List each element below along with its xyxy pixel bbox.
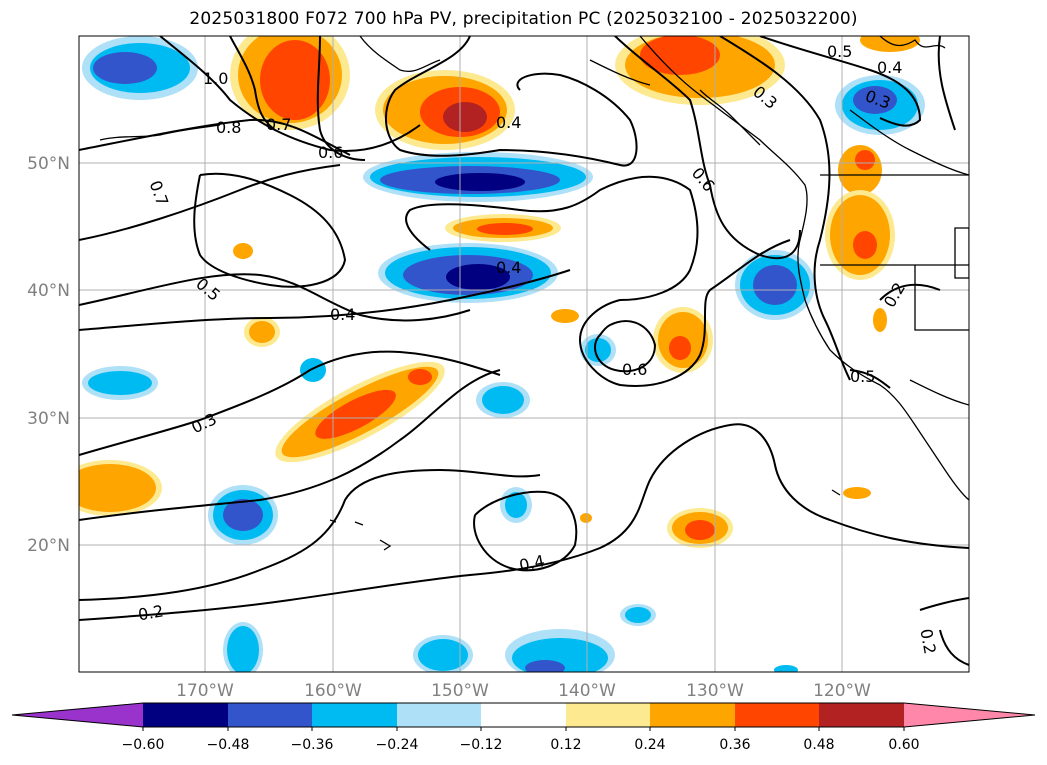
- colorbar-label: −0.60: [122, 737, 165, 753]
- positive-anomaly-region: [443, 102, 487, 132]
- contour-label: 0.6: [318, 143, 343, 162]
- positive-anomaly-region: [860, 36, 920, 52]
- colorbar-extend-min: [12, 703, 143, 727]
- colorbar-segment: [312, 703, 397, 727]
- contour-label: 0.4: [496, 258, 521, 277]
- positive-anomaly-region: [853, 231, 877, 259]
- negative-anomaly-region: [418, 639, 468, 671]
- colorbar-segment: [735, 703, 819, 727]
- contour-label: 0.5: [827, 42, 852, 61]
- positive-anomaly-region: [640, 36, 720, 75]
- positive-anomaly-region: [843, 487, 871, 499]
- lat-label-40n: 40°N: [27, 281, 70, 301]
- positive-anomaly-region: [855, 150, 875, 170]
- colorbar-segment: [819, 703, 904, 727]
- contour-label: 0.4: [496, 113, 521, 132]
- map-title: 2025031800 F072 700 hPa PV, precipitatio…: [189, 9, 858, 29]
- pv-contours: [79, 36, 969, 666]
- colorbar-segment: [481, 703, 566, 727]
- contour-label: 0.4: [330, 305, 355, 324]
- lon-label-120w: 120°W: [813, 681, 871, 701]
- negative-anomaly-region: [585, 338, 611, 362]
- positive-anomaly-region: [260, 40, 330, 120]
- contour-label: 0.8: [216, 118, 241, 137]
- lon-label-140w: 140°W: [558, 681, 616, 701]
- colorbar-segment: [397, 703, 481, 727]
- negative-anomaly-region: [753, 265, 797, 305]
- plot-area: [79, 36, 969, 672]
- positive-anomaly-region: [249, 321, 275, 343]
- negative-anomaly-region: [93, 52, 157, 84]
- colorbar-segment: [143, 703, 228, 727]
- negative-anomaly-region: [525, 660, 565, 672]
- positive-anomaly-region: [315, 389, 396, 439]
- longitude-labels: 170°W 160°W 150°W 140°W 130°W 120°W: [176, 681, 871, 701]
- negative-anomaly-region: [223, 499, 263, 531]
- contour-label: 0.7: [266, 115, 291, 134]
- positive-anomaly-region: [873, 308, 887, 332]
- colorbar-label: 0.36: [719, 737, 750, 753]
- negative-anomaly-region: [853, 86, 897, 114]
- positive-anomaly-region: [551, 309, 579, 323]
- negative-anomaly-region: [774, 665, 798, 672]
- positive-anomaly-region: [79, 464, 156, 512]
- map-content: [79, 36, 969, 672]
- lon-label-170w: 170°W: [176, 681, 234, 701]
- negative-anomaly-region: [88, 371, 152, 395]
- negative-anomaly-region: [446, 264, 510, 290]
- gridlines: [79, 36, 969, 672]
- negative-anomaly-region: [505, 492, 527, 518]
- contour-label: 0.2: [137, 601, 165, 624]
- coastlines: [99, 36, 969, 551]
- lon-label-130w: 130°W: [686, 681, 744, 701]
- colorbar-label: 0.48: [803, 737, 834, 753]
- contour-label: 0.6: [622, 360, 647, 379]
- lon-label-160w: 160°W: [304, 681, 362, 701]
- colorbar-label: −0.36: [291, 737, 334, 753]
- negative-anomaly-region: [625, 607, 651, 623]
- positive-anomaly-region: [233, 243, 253, 259]
- colorbar-segment: [650, 703, 735, 727]
- negative-anomaly-region: [227, 626, 259, 672]
- colorbar-label: 0.60: [888, 737, 919, 753]
- contour-label: 0.4: [877, 58, 902, 77]
- negative-anomaly-region: [482, 386, 524, 414]
- positive-anomaly-region: [477, 223, 533, 235]
- lon-label-150w: 150°W: [431, 681, 489, 701]
- contour-label: 1.0: [203, 69, 228, 88]
- positive-anomaly-region: [408, 369, 432, 385]
- positive-anomaly-region: [669, 336, 691, 360]
- positive-anomaly-region: [685, 520, 715, 540]
- lat-label-50n: 50°N: [27, 154, 70, 174]
- colorbar-label: 0.24: [634, 737, 665, 753]
- colorbar-extend-max: [904, 703, 1035, 727]
- positive-anomaly-region: [580, 513, 592, 523]
- colorbar-label: −0.12: [460, 737, 503, 753]
- colorbar-segment: [566, 703, 650, 727]
- colorbar-label: −0.24: [376, 737, 419, 753]
- colorbar: −0.60 −0.48 −0.36 −0.24 −0.12 0.12 0.24 …: [11, 702, 1036, 753]
- negative-anomaly-region: [300, 358, 326, 382]
- lat-label-30n: 30°N: [27, 409, 70, 429]
- contour-label: 0.2: [916, 627, 939, 655]
- colorbar-segment: [228, 703, 312, 727]
- colorbar-label: 0.12: [550, 737, 581, 753]
- colorbar-label: −0.48: [207, 737, 250, 753]
- contour-label: 0.4: [517, 551, 546, 575]
- lat-label-20n: 20°N: [27, 536, 70, 556]
- negative-anomaly-region: [435, 173, 525, 191]
- latitude-labels: 50°N 40°N 30°N 20°N: [27, 154, 70, 556]
- plot-frame: [78, 35, 970, 673]
- contour-label: 0.5: [850, 367, 875, 386]
